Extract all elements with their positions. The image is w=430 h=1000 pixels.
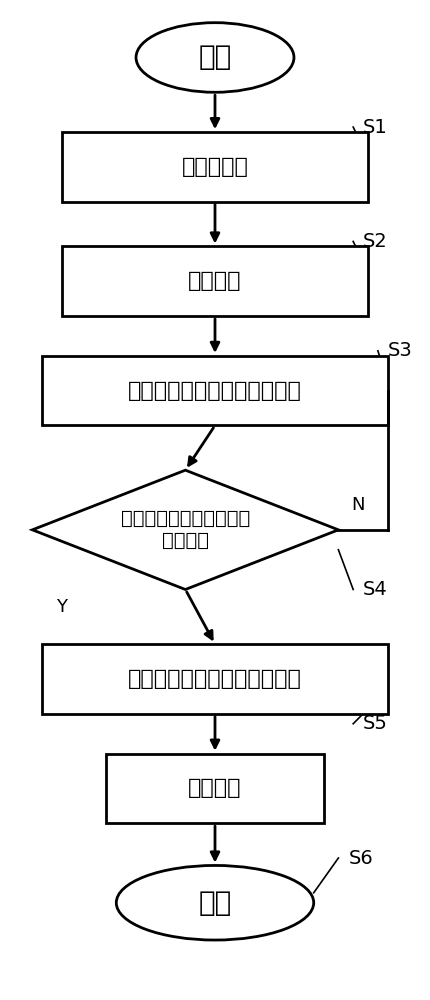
Text: 开始: 开始	[198, 43, 232, 71]
Text: 放入托盘: 放入托盘	[188, 271, 242, 291]
Text: S1: S1	[363, 118, 388, 137]
Text: 结束: 结束	[198, 889, 232, 917]
Text: S3: S3	[388, 341, 412, 360]
Ellipse shape	[136, 23, 294, 92]
Text: Y: Y	[56, 598, 68, 616]
Text: 系统自检测: 系统自检测	[181, 157, 249, 177]
Text: 电动推杆一、电动推杆二停止: 电动推杆一、电动推杆二停止	[128, 669, 302, 689]
Text: 前位置传感器是否检测到
感应触片: 前位置传感器是否检测到 感应触片	[121, 509, 250, 550]
Ellipse shape	[116, 865, 314, 940]
Text: S4: S4	[363, 580, 388, 599]
Text: N: N	[351, 496, 365, 514]
Bar	[42, 356, 388, 425]
Text: 校准完毕: 校准完毕	[188, 778, 242, 798]
Polygon shape	[32, 470, 338, 589]
Bar	[42, 644, 388, 714]
Text: S6: S6	[348, 848, 373, 867]
Text: S5: S5	[363, 714, 388, 733]
Bar	[106, 754, 324, 823]
Text: 电动推杆一、电动推杆二伸出: 电动推杆一、电动推杆二伸出	[128, 381, 302, 401]
Text: S2: S2	[363, 232, 388, 251]
Bar	[62, 132, 368, 202]
Bar	[62, 246, 368, 316]
